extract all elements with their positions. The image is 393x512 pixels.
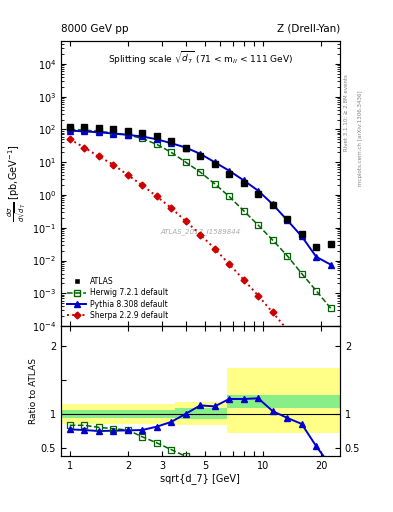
Text: Z (Drell-Yan): Z (Drell-Yan) (277, 24, 340, 34)
Text: mcplots.cern.ch [arXiv:1306.3436]: mcplots.cern.ch [arXiv:1306.3436] (358, 91, 363, 186)
Text: Splitting scale $\sqrt{d_7}$ (71 < m$_{ll}$ < 111 GeV): Splitting scale $\sqrt{d_7}$ (71 < m$_{l… (108, 50, 293, 67)
Legend: ATLAS, Herwig 7.2.1 default, Pythia 8.308 default, Sherpa 2.2.9 default: ATLAS, Herwig 7.2.1 default, Pythia 8.30… (65, 275, 171, 322)
Text: ATLAS_2017_I1589844: ATLAS_2017_I1589844 (160, 229, 241, 236)
Text: 8000 GeV pp: 8000 GeV pp (61, 24, 129, 34)
Text: Rivet 3.1.10; ≥ 2.8M events: Rivet 3.1.10; ≥ 2.8M events (344, 74, 349, 151)
X-axis label: sqrt{d_7} [GeV]: sqrt{d_7} [GeV] (160, 473, 241, 484)
Y-axis label: Ratio to ATLAS: Ratio to ATLAS (29, 358, 38, 424)
Y-axis label: $\frac{d\sigma}{d\sqrt{d_7}}$ [pb,GeV$^{-1}$]: $\frac{d\sigma}{d\sqrt{d_7}}$ [pb,GeV$^{… (6, 145, 29, 222)
